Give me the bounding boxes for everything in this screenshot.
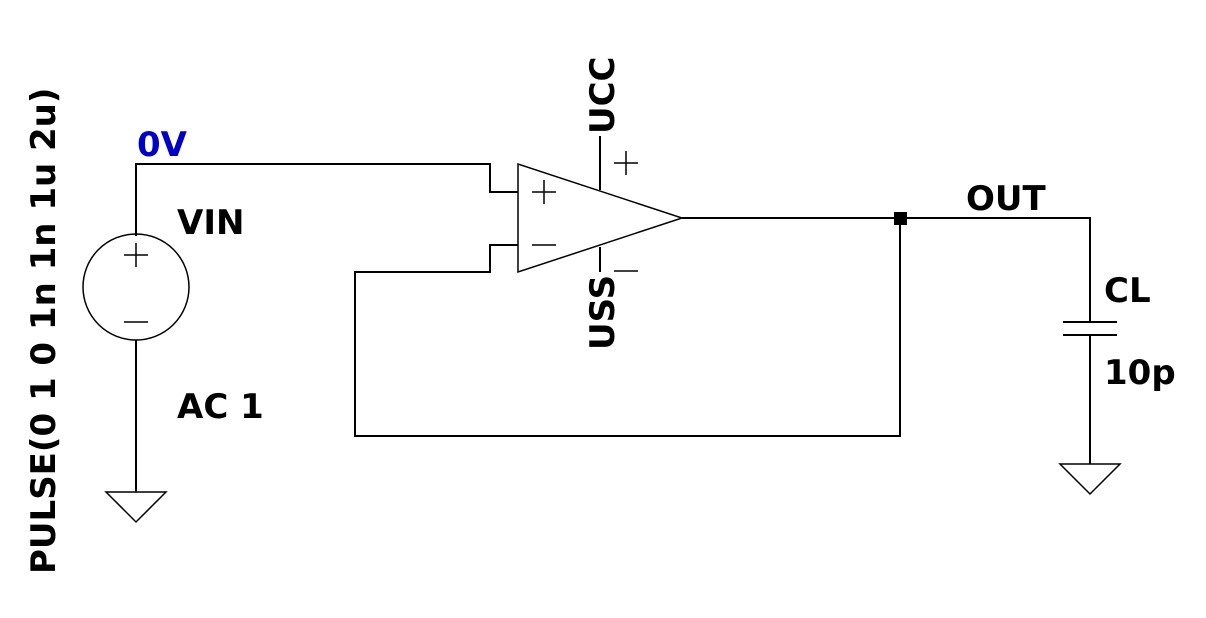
source-pulse-label[interactable]: PULSE(0 1 0 1n 1n 1u 2u) (24, 88, 64, 574)
junction-node (894, 212, 907, 225)
wire-output (682, 217, 1091, 322)
uss-net-label[interactable]: USS (583, 275, 623, 350)
opamp[interactable] (517, 136, 685, 274)
output-net-label[interactable]: OUT (966, 179, 1047, 219)
input-net-label[interactable]: 0V (137, 125, 188, 165)
capacitor-name-label[interactable]: CL (1104, 271, 1151, 311)
ucc-net-label[interactable]: UCC (583, 56, 623, 134)
wire-input (135, 163, 518, 236)
source-name-label[interactable]: VIN (177, 203, 244, 243)
capacitor-cl[interactable] (1063, 321, 1117, 336)
source-ac-label[interactable]: AC 1 (177, 387, 264, 427)
wire-feedback (354, 218, 901, 437)
ground-symbol-right (1058, 463, 1122, 496)
capacitor-value-label[interactable]: 10p (1104, 353, 1176, 393)
voltage-source-vin[interactable] (82, 233, 190, 341)
ground-symbol-left (104, 491, 168, 524)
